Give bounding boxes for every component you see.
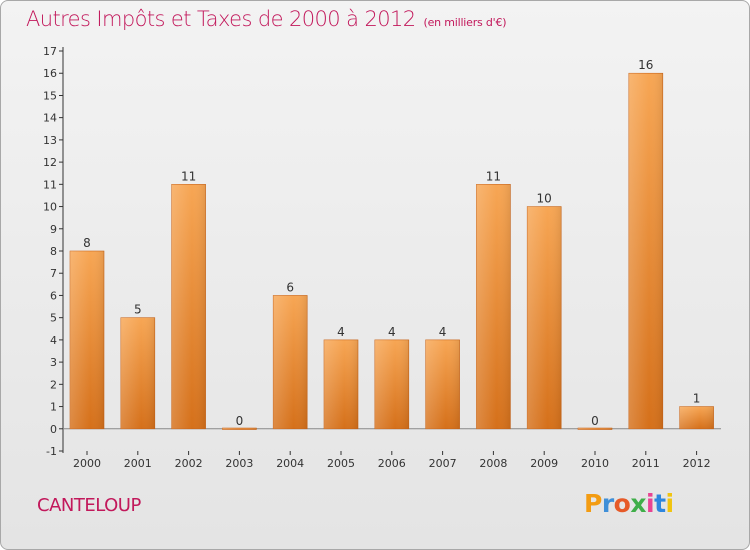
y-tick-label: 7	[50, 267, 57, 280]
x-tick-label: 2007	[429, 457, 457, 470]
y-tick-label: 5	[50, 312, 57, 325]
data-label: 8	[83, 236, 91, 250]
y-tick-label: -1	[46, 445, 57, 458]
bar-highlight	[171, 184, 206, 429]
data-label: 1	[693, 392, 701, 406]
data-label: 4	[439, 325, 447, 339]
data-label: 4	[337, 325, 345, 339]
bar-highlight	[273, 295, 308, 429]
bar-highlight	[374, 339, 409, 429]
title-row: Autres Impôts et Taxes de 2000 à 2012 (en…	[26, 7, 507, 31]
logo-letter: x	[630, 489, 646, 518]
chart-subtitle: (en milliers d'€)	[423, 16, 507, 29]
bar-highlight	[628, 73, 663, 429]
y-tick-label: 13	[43, 134, 57, 147]
data-label: 11	[486, 169, 501, 183]
bar-highlight	[476, 184, 511, 429]
x-tick-label: 2004	[276, 457, 304, 470]
y-tick-label: 17	[43, 45, 57, 58]
x-tick-label: 2008	[479, 457, 507, 470]
x-tick-label: 2000	[73, 457, 101, 470]
y-tick-label: 9	[50, 223, 57, 236]
y-tick-label: 8	[50, 245, 57, 258]
y-tick-label: 16	[43, 67, 57, 80]
proxiti-logo: Proxiti	[584, 489, 674, 518]
x-tick-label: 2003	[225, 457, 253, 470]
x-tick-label: 2002	[175, 457, 203, 470]
logo-letter: o	[613, 489, 631, 518]
chart-title: Autres Impôts et Taxes de 2000 à 2012	[26, 7, 416, 31]
y-tick-label: 6	[50, 289, 57, 302]
y-tick-label: 4	[50, 334, 57, 347]
x-tick-label: 2011	[632, 457, 660, 470]
bar-highlight	[679, 406, 714, 429]
data-label: 16	[638, 58, 653, 72]
bar-highlight	[324, 339, 358, 429]
logo-letter: r	[601, 489, 614, 518]
x-tick-label: 2012	[683, 457, 711, 470]
y-tick-label: 3	[50, 356, 57, 369]
y-tick-label: 1	[50, 401, 57, 414]
data-label: 5	[134, 303, 142, 317]
data-label: 11	[181, 169, 196, 183]
y-tick-label: 2	[50, 378, 57, 391]
bar-highlight	[425, 339, 460, 429]
data-label: 6	[286, 280, 294, 294]
data-label: 10	[537, 192, 552, 206]
y-tick-label: 10	[43, 201, 57, 214]
logo-letter: i	[646, 489, 655, 518]
y-tick-label: 0	[50, 423, 57, 436]
x-tick-label: 2010	[581, 457, 609, 470]
data-label: 0	[236, 414, 244, 428]
bar-highlight	[578, 428, 612, 430]
logo-letter: t	[654, 489, 666, 518]
logo-letter: i	[665, 489, 675, 518]
y-tick-label: 15	[43, 89, 57, 102]
data-label: 4	[388, 325, 396, 339]
y-tick-label: 12	[43, 156, 57, 169]
x-tick-label: 2009	[530, 457, 558, 470]
data-label: 0	[591, 414, 599, 428]
y-tick-label: 11	[43, 178, 57, 191]
commune-name: CANTELOUP	[37, 495, 141, 516]
y-tick-label: 14	[43, 112, 57, 125]
x-tick-label: 2001	[124, 457, 152, 470]
bar-highlight	[70, 251, 104, 429]
bar-highlight	[527, 206, 562, 429]
bar-highlight	[222, 428, 257, 430]
x-tick-label: 2006	[378, 457, 406, 470]
bar-highlight	[120, 317, 155, 429]
x-tick-label: 2005	[327, 457, 355, 470]
logo-letter: P	[584, 489, 602, 518]
